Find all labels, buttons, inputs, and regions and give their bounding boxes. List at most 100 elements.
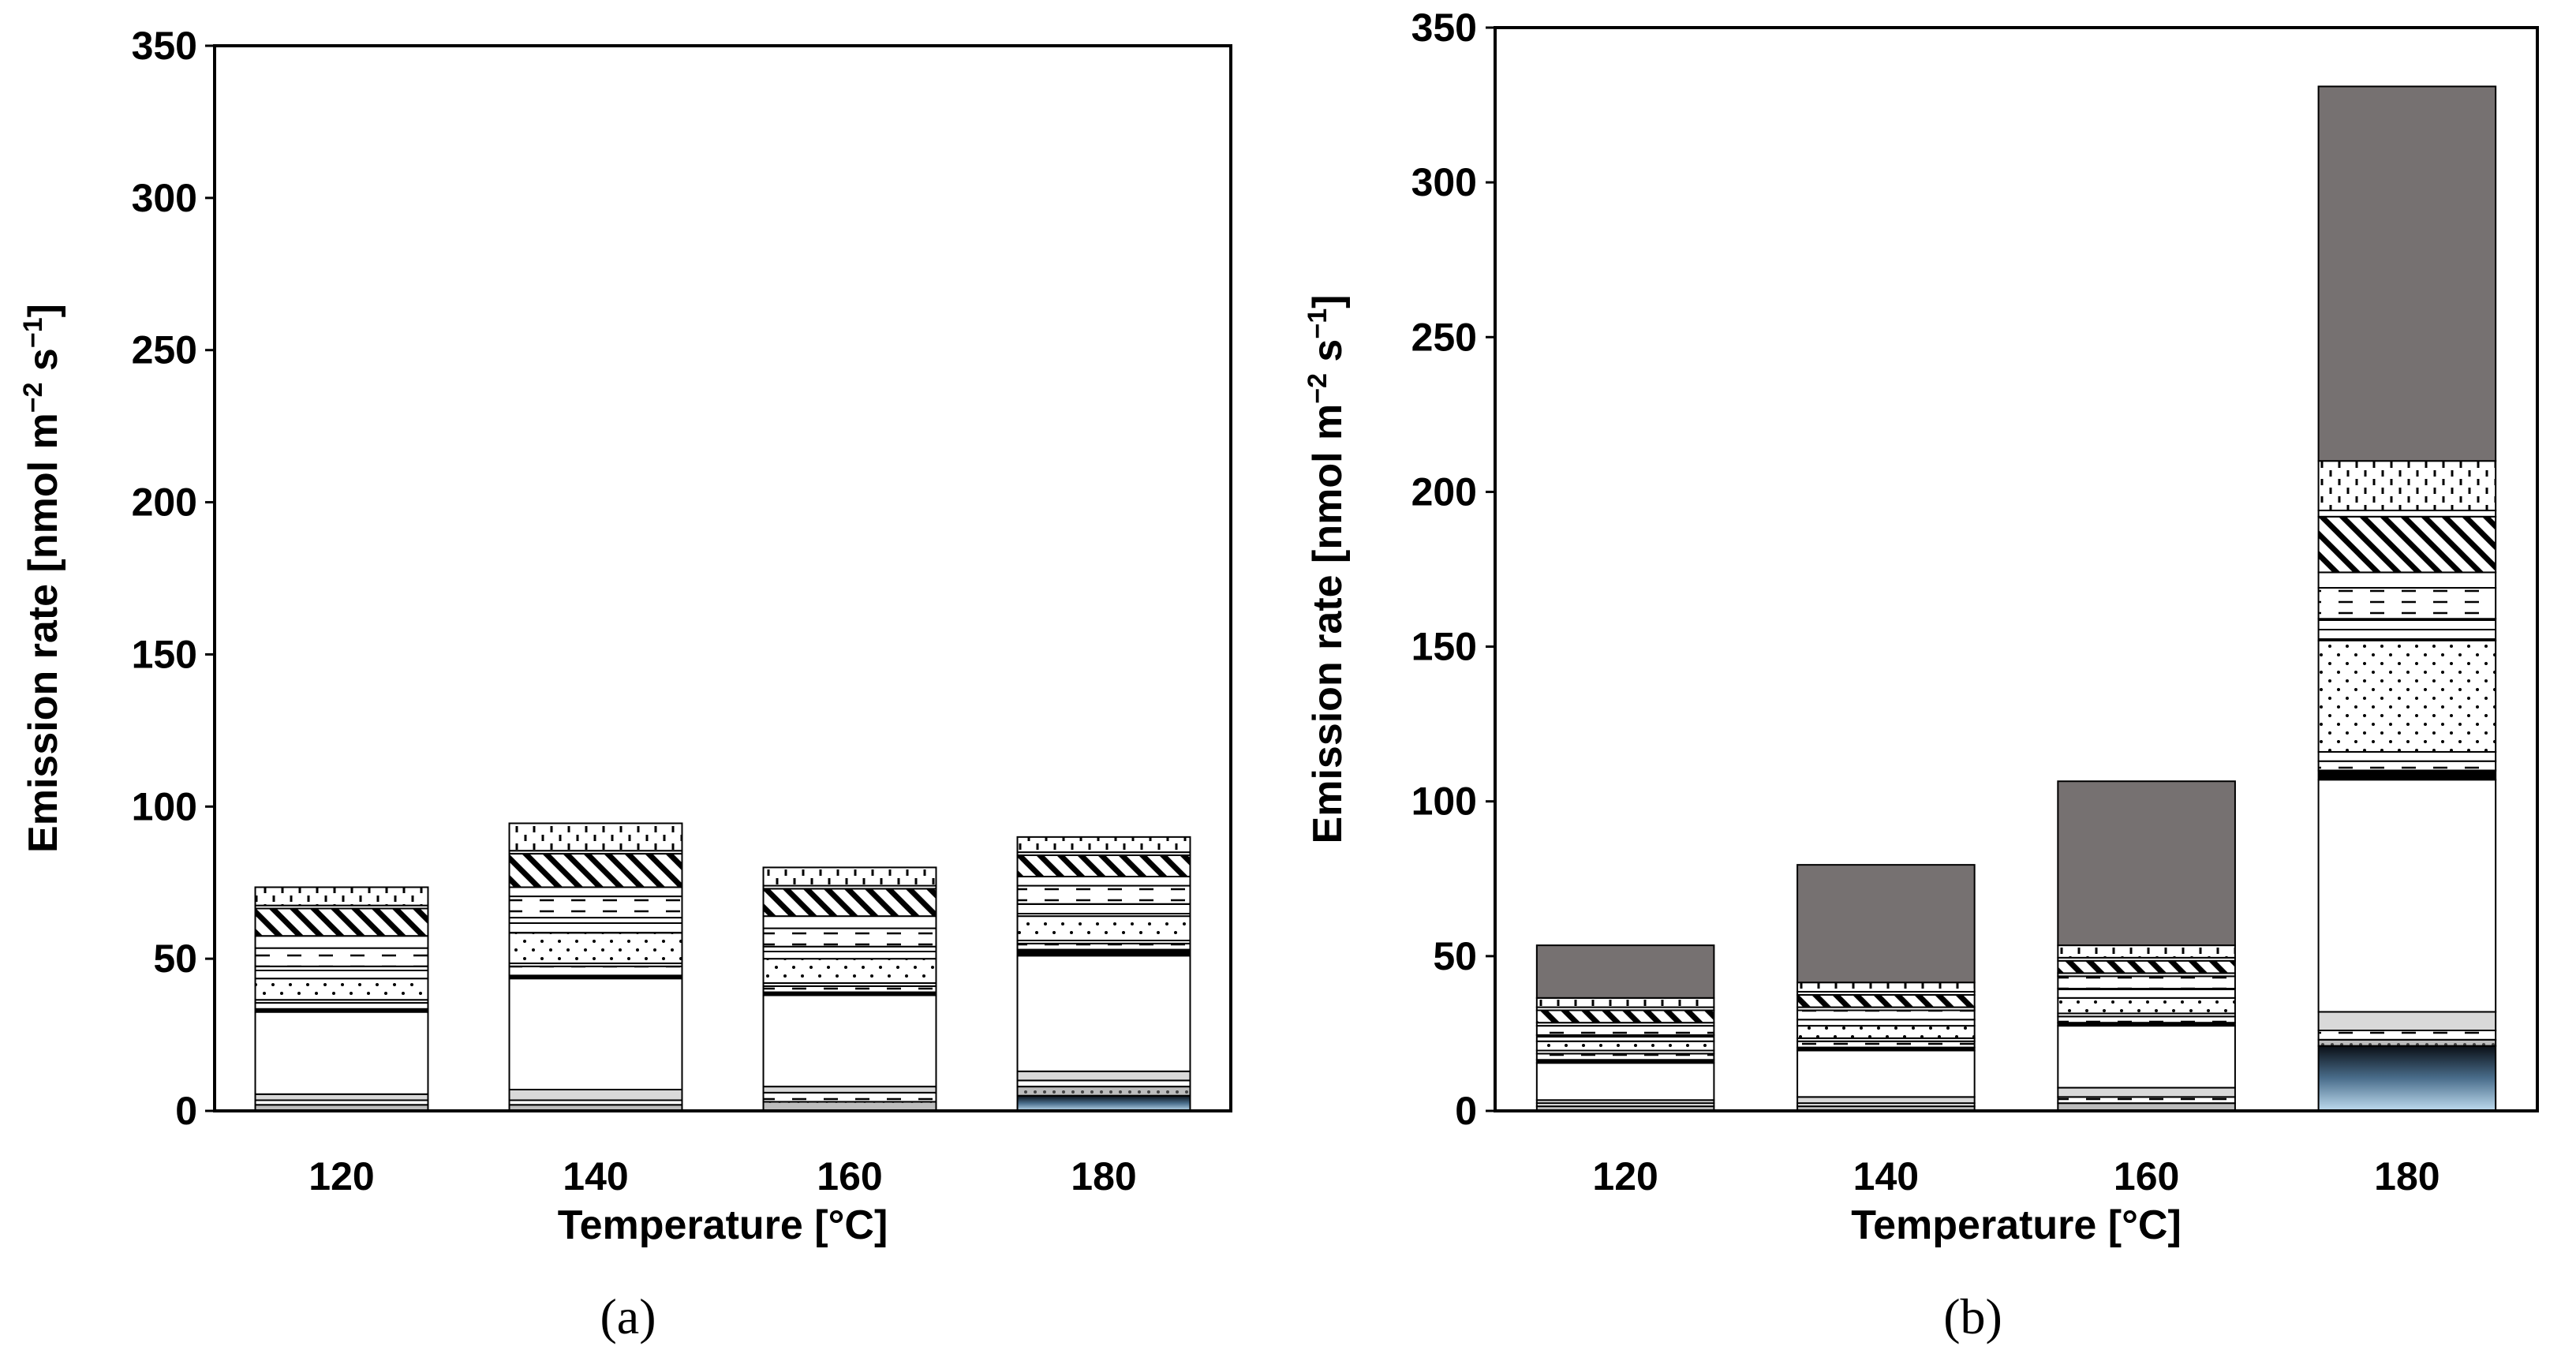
y-axis-title: Emission rate [nmol m−2 s−1] xyxy=(18,304,66,853)
bar-segment-s12-180 xyxy=(1016,876,1191,887)
bar-segment-s14-180 xyxy=(2317,509,2497,518)
bar-segment-s3-160 xyxy=(2057,1096,2236,1105)
bar-segment-s10-180 xyxy=(2317,618,2497,641)
bar-segment-s7-120 xyxy=(254,1002,429,1010)
bar-segment-s5-120 xyxy=(254,1011,429,1095)
bar-segment-s7-160 xyxy=(2057,1015,2236,1024)
bar-segment-s13-120 xyxy=(1535,1009,1715,1024)
bar-stack-140 xyxy=(508,822,683,1112)
bar-segment-s10-160 xyxy=(762,945,937,960)
bar-segment-s9-120 xyxy=(1535,1040,1715,1052)
bar-segment-s5-180 xyxy=(1016,955,1191,1072)
y-axis-title-part: Emission rate [nmol m xyxy=(1305,404,1351,844)
y-tick-label: 250 xyxy=(132,328,197,372)
y-tick-label: 200 xyxy=(1411,469,1477,514)
bar-segment-s13-120 xyxy=(254,907,429,937)
bar-stack-180 xyxy=(1016,836,1191,1112)
y-axis-title-part: ] xyxy=(21,304,66,317)
bar-segment-s11-160 xyxy=(2057,975,2236,990)
x-tick-label: 160 xyxy=(2114,1154,2179,1198)
bar-stack-160 xyxy=(762,866,937,1112)
bar-segment-s4-160 xyxy=(762,1086,937,1094)
y-tick-label: 350 xyxy=(1411,6,1477,50)
bar-segment-s6-180 xyxy=(1016,948,1191,957)
bar-segment-s2-180 xyxy=(1016,1086,1191,1097)
bar-segment-s11-140 xyxy=(1796,1009,1976,1021)
bar-segment-s9-180 xyxy=(1016,915,1191,941)
bar-segment-s12-120 xyxy=(254,935,429,949)
x-tick-label: 160 xyxy=(817,1154,882,1198)
bar-segment-s4-140 xyxy=(508,1089,683,1101)
bar-segment-s2-180 xyxy=(2317,1038,2497,1047)
bar-segment-s7-160 xyxy=(762,985,937,993)
x-tick-label: 140 xyxy=(563,1154,628,1198)
bar-segment-s7-140 xyxy=(1796,1040,1976,1049)
bar-segment-s15-180 xyxy=(2317,460,2497,511)
bar-segment-s10-120 xyxy=(254,965,429,980)
y-tick-label: 50 xyxy=(1433,934,1477,978)
y-tick-label: 350 xyxy=(132,24,197,68)
x-tick-label: 120 xyxy=(308,1154,374,1198)
bar-segment-s12-160 xyxy=(762,915,937,929)
bar-segment-s9-140 xyxy=(508,932,683,964)
bar-segment-s7-140 xyxy=(508,965,683,977)
y-axis-title-part: ] xyxy=(1305,295,1351,308)
y-axis-title-superscript: −1 xyxy=(1303,308,1333,339)
bar-segment-s15-160 xyxy=(2057,944,2236,959)
bar-segment-s15-140 xyxy=(1796,981,1976,993)
bar-segment-s16-160 xyxy=(2057,780,2236,947)
bar-segment-s13-140 xyxy=(1796,993,1976,1008)
bar-segment-s6-180 xyxy=(2317,769,2497,781)
y-axis-title-part: s xyxy=(1305,339,1351,373)
x-tick-label: 180 xyxy=(2374,1154,2440,1198)
bar-segment-s10-160 xyxy=(2057,988,2236,999)
x-tick-label: 120 xyxy=(1592,1154,1658,1198)
y-axis-title-part: Emission rate [nmol m xyxy=(21,413,66,853)
bar-segment-s11-180 xyxy=(2317,587,2497,620)
bar-segment-s8-180 xyxy=(2317,750,2497,762)
bar-segment-s15-120 xyxy=(254,886,429,907)
plot-frame xyxy=(1494,26,2539,1112)
bar-segment-s10-140 xyxy=(1796,1019,1976,1027)
bar-segment-s15-180 xyxy=(1016,836,1191,854)
y-tick-label: 300 xyxy=(1411,160,1477,204)
bar-segment-s9-140 xyxy=(1796,1025,1976,1039)
bar-segment-s12-180 xyxy=(2317,571,2497,589)
bar-segment-s9-160 xyxy=(2057,996,2236,1015)
y-tick-label: 150 xyxy=(132,632,197,676)
bar-segment-s11-160 xyxy=(762,927,937,948)
bar-segment-s11-120 xyxy=(254,947,429,967)
bar-segment-s9-180 xyxy=(2317,639,2497,753)
y-tick-label: 0 xyxy=(175,1089,197,1133)
bar-segment-s13-180 xyxy=(1016,854,1191,877)
x-tick-label: 180 xyxy=(1071,1154,1136,1198)
bar-segment-s15-160 xyxy=(762,866,937,887)
y-tick-label: 50 xyxy=(153,937,197,981)
bar-stack-120 xyxy=(1535,944,1715,1112)
bar-segment-s5-120 xyxy=(1535,1062,1715,1101)
y-tick-label: 100 xyxy=(132,784,197,828)
bar-segment-s3-180 xyxy=(1016,1079,1191,1088)
bar-stack-140 xyxy=(1796,864,1976,1112)
bar-segment-s9-120 xyxy=(254,978,429,1001)
y-tick-label: 250 xyxy=(1411,315,1477,359)
bar-segment-s10-120 xyxy=(1535,1034,1715,1042)
chart-panel-b: 120 140 160 180 0 50 100 150 200 250 300 350 Tempera… xyxy=(1303,6,2539,1344)
y-axis-title-superscript: −2 xyxy=(18,383,48,413)
y-axis-title-part: s xyxy=(21,348,66,382)
bar-segment-s5-160 xyxy=(2057,1025,2236,1089)
bar-segment-s13-180 xyxy=(2317,515,2497,574)
bar-segment-s7-180 xyxy=(2317,760,2497,772)
y-tick-label: 200 xyxy=(132,480,197,525)
bar-segment-s4-160 xyxy=(2057,1086,2236,1098)
bar-segment-s9-160 xyxy=(762,958,937,984)
x-axis-title: Temperature [°C] xyxy=(558,1202,888,1248)
bar-segment-s4-180 xyxy=(2317,1011,2497,1032)
y-tick-label: 100 xyxy=(1411,780,1477,824)
bar-segment-s16-140 xyxy=(1796,864,1976,984)
bar-segment-s3-180 xyxy=(2317,1030,2497,1041)
bar-segment-s3-160 xyxy=(762,1091,937,1103)
bar-segment-s1-180 xyxy=(2317,1045,2497,1112)
y-tick-label: 150 xyxy=(1411,625,1477,669)
